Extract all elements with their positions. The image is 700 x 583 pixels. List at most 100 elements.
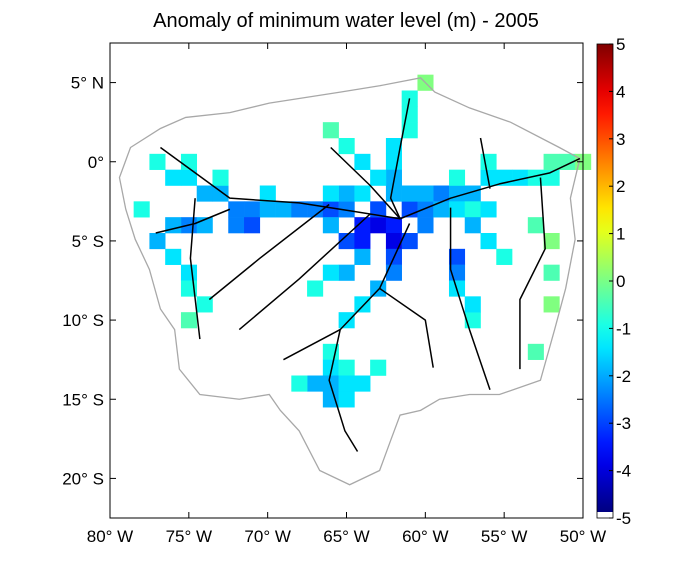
anomaly-cell [401,233,418,250]
anomaly-cell [259,185,276,202]
y-tick-label: 5° N [71,74,104,93]
anomaly-cell [543,264,560,281]
anomaly-cell [212,169,229,186]
x-tick-label: 70° W [244,527,290,546]
anomaly-cell [401,185,418,202]
anomaly-cell [370,169,387,186]
anomaly-cell [149,233,166,250]
x-tick-label: 55° W [481,527,527,546]
colorbar-tick-label: -1 [616,319,631,338]
colorbar-tick-label: -4 [616,462,631,481]
anomaly-cell [354,217,371,234]
anomaly-cell [401,106,418,123]
anomaly-cell [464,185,481,202]
anomaly-cell [338,375,355,392]
anomaly-cell [480,233,497,250]
anomaly-cell [338,138,355,155]
anomaly-cell [133,201,150,218]
anomaly-cell [543,296,560,313]
anomaly-cell [480,153,497,170]
anomaly-cell [354,153,371,170]
anomaly-cell [527,217,544,234]
river-line [189,198,201,340]
anomaly-cell [354,375,371,392]
river-line [155,208,231,234]
anomaly-cell [464,312,481,329]
anomaly-cell [354,296,371,313]
anomaly-cell [322,359,339,376]
river-line [238,213,371,331]
anomaly-cell [433,185,450,202]
anomaly-cell [417,185,434,202]
y-tick-label: 15° S [62,390,104,409]
river-line [449,207,491,390]
anomaly-cell [527,343,544,360]
anomaly-cell [448,248,466,265]
river-line [379,287,434,368]
y-tick-label: 20° S [62,469,104,488]
colorbar-tick-label: -3 [616,414,631,433]
x-tick-label: 75° W [166,527,212,546]
colorbar-tick-label: -5 [616,509,631,528]
anomaly-cell [417,217,434,234]
y-tick-label: 5° S [72,232,104,251]
anomaly-cell [180,264,198,281]
anomaly-cell [322,122,339,139]
river-line [328,223,411,452]
anomaly-cell [322,217,339,234]
anomaly-cell [401,122,418,139]
y-tick-label: 10° S [62,311,104,330]
river-line [519,177,546,370]
colorbar-tick-label: 2 [616,177,625,196]
anomaly-cell [496,248,513,265]
anomaly-cell [354,248,371,265]
anomaly-cell [165,169,182,186]
anomaly-cell [259,201,276,218]
basin-outline [118,77,581,486]
x-tick-label: 50° W [560,527,606,546]
anomaly-cell [338,233,355,250]
anomaly-cell [149,153,166,170]
anomaly-cell [512,169,529,186]
y-tick-label: 0° [88,153,104,172]
anomaly-cell [212,185,229,202]
x-tick-label: 65° W [323,527,369,546]
anomaly-cell [291,375,308,392]
anomaly-cell [180,169,198,186]
anomaly-cell [196,296,213,313]
colorbar-tick-label: 1 [616,225,625,244]
axes: 80° W 75° W 70° W 65° W 60° W 55° W 50° W 5° N 0… [62,42,606,546]
anomaly-cell [275,201,292,218]
anomaly-cell [527,169,544,186]
colorbar-tick-label: 5 [616,35,625,54]
river-line [208,203,330,301]
anomaly-cell [180,312,198,329]
anomaly-cell [464,217,481,234]
anomaly-cell [370,280,387,297]
map-title: Anomaly of minimum water level (m) - 200… [153,10,539,32]
anomaly-cell [165,248,182,265]
anomaly-cell [354,233,371,250]
anomaly-cell [228,217,245,234]
anomaly-cell [322,391,339,408]
anomaly-cell [370,359,387,376]
anomaly-cell [385,185,402,202]
anomaly-cell [543,233,560,250]
anomaly-cell [244,201,261,218]
river-line [479,137,491,189]
anomaly-cell [338,185,355,202]
river-network [155,98,581,452]
anomaly-cell [228,201,245,218]
anomaly-cell [385,217,402,234]
anomaly-cell [433,201,450,218]
anomaly-cell [307,375,324,392]
river-line [330,146,401,220]
anomaly-cell [291,201,308,218]
anomaly-cell [385,153,402,170]
anomaly-cell [385,264,402,281]
anomaly-cell [307,280,324,297]
anomaly-cell [338,312,355,329]
anomaly-cell [464,201,481,218]
x-tick-label: 80° W [87,527,133,546]
